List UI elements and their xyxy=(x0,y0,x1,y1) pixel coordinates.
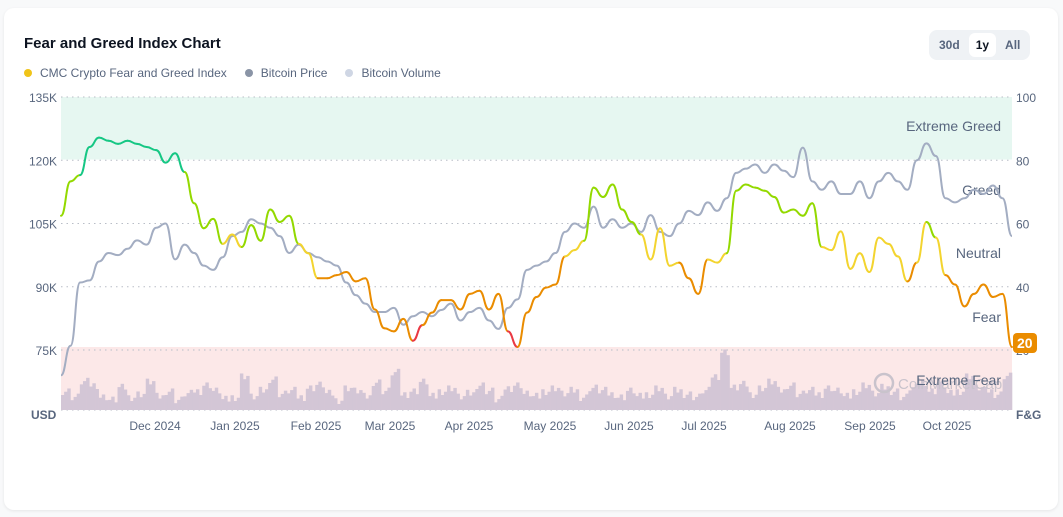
x-tick: Jul 2025 xyxy=(681,419,727,433)
y-right-tick: 80 xyxy=(1016,154,1030,168)
x-tick: May 2025 xyxy=(524,419,577,433)
zone-bands xyxy=(61,97,1012,410)
x-tick: Mar 2025 xyxy=(365,419,416,433)
x-tick: Dec 2024 xyxy=(129,419,181,433)
legend-label: CMC Crypto Fear and Greed Index xyxy=(40,66,227,80)
legend-label: Bitcoin Volume xyxy=(361,66,441,80)
x-tick: Jun 2025 xyxy=(604,419,654,433)
y-right-tick: 40 xyxy=(1016,281,1030,295)
x-tick: Apr 2025 xyxy=(445,419,494,433)
current-value-badge: 20 xyxy=(1013,333,1037,353)
chart-title: Fear and Greed Index Chart xyxy=(24,35,221,52)
fear-greed-line xyxy=(60,136,1013,348)
legend-item-bitcoin-price[interactable]: Bitcoin Price xyxy=(244,66,328,80)
axes: 135K 100 120K 80 105K 60 90K 40 75K 20 USD F&G Dec 2… xyxy=(29,91,1041,433)
x-tick: Feb 2025 xyxy=(291,419,342,433)
range-30d-button[interactable]: 30d xyxy=(932,33,967,57)
svg-text:CoinMarketCap: CoinMarketCap xyxy=(898,376,1002,393)
legend-item-fear-greed[interactable]: CMC Crypto Fear and Greed Index xyxy=(24,66,227,80)
volume-bars xyxy=(61,349,1013,410)
y-left-unit: USD xyxy=(31,408,57,422)
bitcoin-price-line xyxy=(60,142,1013,377)
zone-label: Neutral xyxy=(956,245,1001,261)
y-right-unit: F&G xyxy=(1016,408,1041,422)
chart-card xyxy=(4,8,1058,510)
y-left-tick: 105K xyxy=(29,218,57,232)
range-1y-button[interactable]: 1y xyxy=(968,33,997,57)
chart-legend: CMC Crypto Fear and Greed Index Bitcoin … xyxy=(24,66,441,80)
y-right-tick: 100 xyxy=(1016,91,1036,105)
x-tick: Sep 2025 xyxy=(844,419,896,433)
legend-label: Bitcoin Price xyxy=(260,66,328,80)
y-right-tick: 60 xyxy=(1016,218,1030,232)
legend-dot-icon xyxy=(244,69,253,77)
y-left-tick: 75K xyxy=(36,344,57,358)
coinmarketcap-watermark: CoinMarketCap xyxy=(873,372,1002,394)
y-left-tick: 135K xyxy=(29,91,57,105)
x-tick: Aug 2025 xyxy=(764,419,816,433)
legend-dot-icon xyxy=(24,69,32,77)
range-selector: 30d 1y All xyxy=(929,30,1031,60)
zone-label: Fear xyxy=(972,309,1001,325)
y-left-tick: 120K xyxy=(29,154,57,168)
range-all-button[interactable]: All xyxy=(998,33,1027,57)
zone-label: Extreme Fear xyxy=(916,372,1001,388)
legend-item-bitcoin-volume[interactable]: Bitcoin Volume xyxy=(345,66,441,80)
x-tick: Oct 2025 xyxy=(923,419,972,433)
x-tick: Jan 2025 xyxy=(210,419,260,433)
zone-label: Extreme Greed xyxy=(906,118,1001,134)
y-left-tick: 90K xyxy=(36,281,57,295)
extreme-greed-zone xyxy=(61,97,1012,160)
legend-dot-icon xyxy=(345,69,354,77)
